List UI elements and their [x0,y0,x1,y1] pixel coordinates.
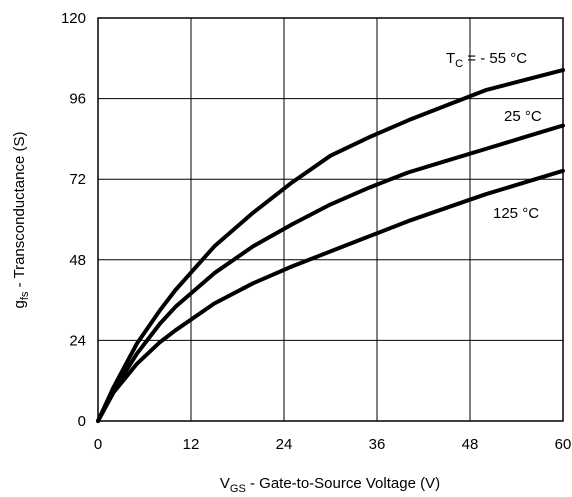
y-tick-label: 24 [69,332,86,349]
series-label-rest: = - 55 °C [463,50,527,67]
x-axis-title-sub: GS [230,483,246,495]
x-tick-label: 0 [94,436,102,453]
x-axis-title-main: V [220,475,230,492]
series-label-rest: 25 °C [504,108,542,125]
x-tick-label: 60 [555,436,572,453]
series-label-main: T [446,50,455,67]
y-axis-title-main: g [11,300,28,308]
series-line-25c [96,123,565,423]
series-label-minus55c: TC = - 55 °C [446,50,527,70]
x-tick-label: 48 [462,436,479,453]
x-tick-label: 12 [183,436,200,453]
y-axis-title: gfs - Transconductance (S) [11,132,31,309]
series-label-sub: C [455,58,463,70]
y-tick-label: 72 [69,171,86,188]
x-axis-title-rest: - Gate-to-Source Voltage (V) [246,475,440,492]
y-tick-label: 120 [61,10,86,27]
plot-frame [97,17,564,422]
series-line-125c [96,168,565,423]
x-tick-label: 24 [276,436,293,453]
grid [98,18,563,421]
series-label-25c: 25 °C [504,108,542,125]
y-axis-title-rest: - Transconductance (S) [11,132,28,292]
x-axis-title: VGS - Gate-to-Source Voltage (V) [220,475,440,495]
x-tick-label: 36 [369,436,386,453]
y-tick-label: 96 [69,91,86,108]
y-tick-label: 0 [78,413,86,430]
y-tick-labels: 0 24 48 72 96 120 [61,10,86,430]
series-labels: TC = - 55 °C 25 °C 125 °C [446,50,542,222]
y-tick-label: 48 [69,252,86,269]
series-label-125c: 125 °C [493,205,539,222]
series-lines [96,68,565,423]
y-axis-title-sub: fs [19,291,31,300]
series-line-minus55c [96,68,565,423]
series-label-rest: 125 °C [493,205,539,222]
x-tick-labels: 0 12 24 36 48 60 [94,436,572,453]
